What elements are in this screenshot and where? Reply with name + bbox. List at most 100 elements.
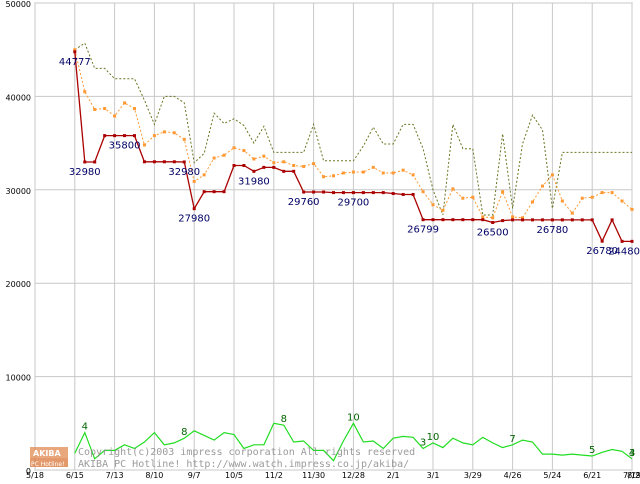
count-label: 10 [427,432,440,443]
series-min-point [570,218,574,222]
count-label: 10 [347,412,360,423]
series-avg-point [142,143,146,147]
series-min-point [123,134,127,138]
count-label: 3 [629,448,635,459]
min-price-label: 26780 [586,246,618,257]
series-avg-point [441,208,445,212]
x-tick-label: 11/2 [265,471,283,480]
series-min-point [630,239,634,243]
min-price-label: 44777 [59,57,91,68]
min-price-label: 35800 [109,141,141,152]
series-avg-point [322,175,326,179]
series-avg-point [521,216,525,220]
series-min-point [540,218,544,222]
min-price-label: 26500 [477,227,509,238]
min-price-label: 29700 [337,198,369,209]
series-avg-point [272,161,276,165]
series-min-point [421,218,425,222]
x-tick-label: 6/21 [583,471,601,480]
min-price-label: 24480 [608,246,640,257]
series-min-point [371,191,375,195]
series-avg-point [620,199,624,203]
series-avg-point [172,131,176,135]
watermark-logo-bottom-bg [30,458,68,467]
series-min-point [411,192,415,196]
series-avg-point [391,171,395,175]
series-count-line [74,422,633,462]
series-avg-point [451,187,455,191]
x-tick-label: 3/29 [464,471,482,480]
series-min-point [521,218,525,222]
series-avg-point [550,173,554,177]
series-min-point [461,218,465,222]
series-avg-point [93,107,97,111]
x-tick-label: 4/26 [504,471,522,480]
series-avg-point [570,211,574,215]
series-min-point [431,218,435,222]
watermark-logo-top: AKIBA [33,449,61,458]
series-avg-point [540,184,544,188]
series-avg-point [222,153,226,157]
y-tick-label: 50000 [6,0,31,9]
plot-frame [34,2,633,471]
series-avg-point [491,216,495,220]
series-min-point [292,169,296,173]
series-avg-point [341,171,345,175]
series-avg-point [192,179,196,183]
series-min-point [142,160,146,164]
series-min-point [491,220,495,224]
series-min-point [322,190,326,194]
series-min-point [282,169,286,173]
watermark: AKIBA PC Hotline! Copyright(c)2003 impre… [30,447,415,470]
count-label: 3 [420,438,426,449]
watermark-url: AKIBA PC Hotline! http://www.watch.impre… [78,459,409,470]
series-avg-point [162,130,166,134]
min-price-label: 26780 [536,225,568,236]
series-min-point [451,218,455,222]
x-tick-label: 7/13 [106,471,124,480]
y-tick-label: 10000 [6,374,31,383]
series-min-point [501,219,505,223]
series-avg-point [531,200,534,204]
watermark-logo-top-bg [30,447,68,458]
series-min-point [252,169,256,173]
series-min-point [272,165,276,169]
series-min-point [441,218,445,222]
grid-layer [34,2,633,471]
series-avg-point [262,154,266,158]
series-min-point [620,239,624,243]
series-avg-point [242,149,246,153]
x-tick-label: 12/28 [342,471,365,480]
series-min-point [192,207,196,211]
series-min-point [312,190,316,194]
series-min-point [232,164,236,168]
count-label: 4 [82,422,88,433]
series-min-point [471,218,475,222]
data-labels: 44777 32980 35800 32980 27980 31980 29760 29700… [59,57,640,459]
series-min-point [550,218,554,222]
series-avg-point [232,146,236,150]
y-tick-label: 40000 [6,93,31,102]
series-avg-point [113,114,117,118]
series-min-point [103,134,107,138]
series-avg-point [381,171,385,175]
series-avg-point [590,195,594,199]
x-tick-label: 9/7 [188,471,201,480]
series-min-point [152,160,156,164]
series-min-point [531,218,534,222]
x-tick-label: 3/1 [427,471,440,480]
count-label: 8 [281,414,287,425]
series-avg-point [560,199,564,203]
series-min-point [202,190,206,194]
x-tick-label: 6/15 [66,471,84,480]
series-min-point [222,190,226,194]
series-min-point [381,191,385,195]
series-avg-point [83,90,87,94]
series-avg-point [580,196,584,200]
series-min-point [242,164,246,168]
series-avg-point [411,173,415,177]
series-min-point [580,218,584,222]
series-avg-point [332,174,335,178]
series-min-point [113,134,117,138]
